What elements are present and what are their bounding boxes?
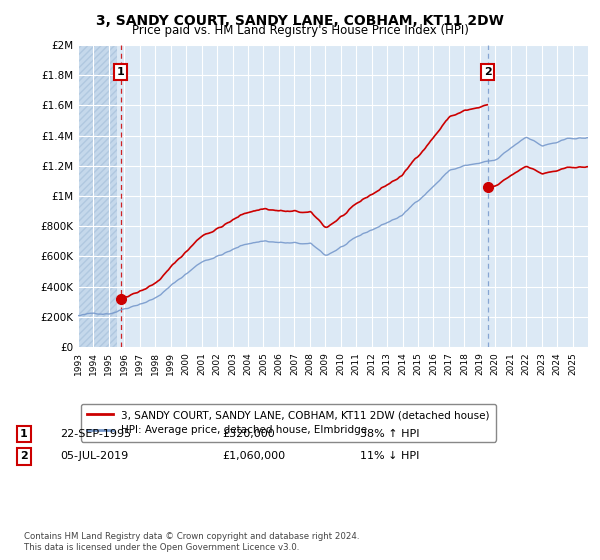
Text: 2: 2	[484, 67, 491, 77]
Text: 22-SEP-1995: 22-SEP-1995	[60, 429, 131, 439]
Text: 38% ↑ HPI: 38% ↑ HPI	[360, 429, 419, 439]
Text: Price paid vs. HM Land Registry's House Price Index (HPI): Price paid vs. HM Land Registry's House …	[131, 24, 469, 37]
Text: 1: 1	[20, 429, 28, 439]
Text: £320,000: £320,000	[222, 429, 275, 439]
Text: £1,060,000: £1,060,000	[222, 451, 285, 461]
Text: Contains HM Land Registry data © Crown copyright and database right 2024.
This d: Contains HM Land Registry data © Crown c…	[24, 532, 359, 552]
Text: 05-JUL-2019: 05-JUL-2019	[60, 451, 128, 461]
Legend: 3, SANDY COURT, SANDY LANE, COBHAM, KT11 2DW (detached house), HPI: Average pric: 3, SANDY COURT, SANDY LANE, COBHAM, KT11…	[80, 404, 496, 441]
Text: 2: 2	[20, 451, 28, 461]
Text: 1: 1	[116, 67, 124, 77]
Text: 11% ↓ HPI: 11% ↓ HPI	[360, 451, 419, 461]
Text: 3, SANDY COURT, SANDY LANE, COBHAM, KT11 2DW: 3, SANDY COURT, SANDY LANE, COBHAM, KT11…	[96, 14, 504, 28]
Bar	[78, 45, 116, 347]
